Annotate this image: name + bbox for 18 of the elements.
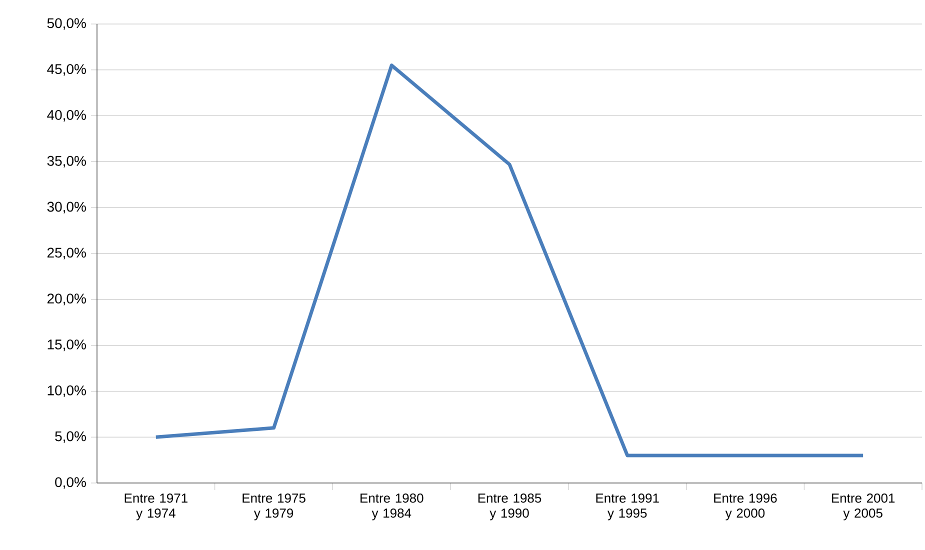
- x-tick-label: Entre 1996 y 2000: [714, 494, 777, 520]
- y-tick-label: 0,0%: [55, 477, 86, 489]
- x-tick-label: Entre 1971 y 1974: [124, 494, 188, 520]
- x-tick-label: Entre 1980 y 1984: [360, 494, 424, 520]
- y-tick-label: 5,0%: [55, 431, 86, 443]
- y-tick-label: 50,0%: [47, 18, 86, 30]
- y-tick-label: 15,0%: [48, 340, 86, 352]
- y-tick-label: 20,0%: [47, 294, 86, 306]
- y-tick-label: 30,0%: [47, 202, 86, 214]
- y-tick-label: 35,0%: [47, 156, 86, 168]
- x-tick-label: Entre 1975 y 1979: [242, 494, 306, 520]
- x-tick-label: Entre 1991 y 1995: [596, 494, 659, 520]
- x-tick-label: Entre 2001 y 2005: [832, 494, 895, 520]
- y-tick-label: 10,0%: [48, 385, 86, 397]
- x-tick-label: Entre 1985 y 1990: [478, 494, 542, 520]
- y-tick-label: 25,0%: [47, 248, 86, 260]
- y-tick-label: 45,0%: [47, 64, 86, 76]
- y-tick-label: 40,0%: [47, 110, 86, 122]
